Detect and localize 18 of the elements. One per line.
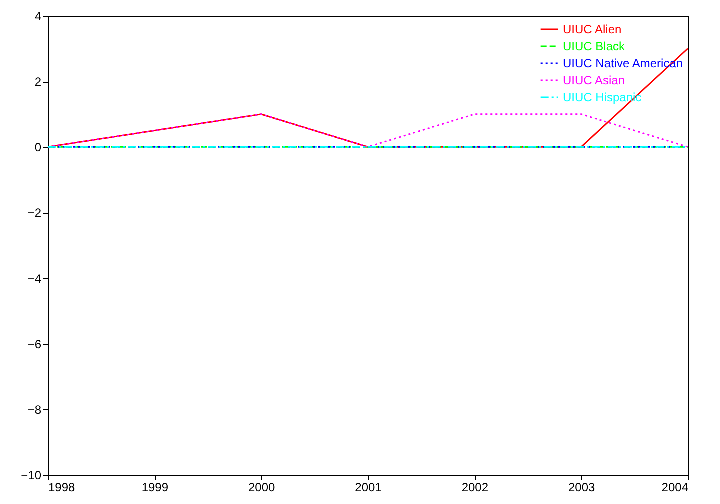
y-tick-label: 2 [34, 75, 42, 90]
x-tick-label: 2001 [355, 480, 382, 494]
y-tick-label: −6 [28, 337, 42, 352]
y-tick-label: −8 [28, 402, 42, 417]
y-tick-label: 4 [34, 10, 42, 24]
y-tick-label: −4 [28, 272, 42, 286]
x-tick-label: 1999 [142, 480, 169, 494]
x-tick-label: 1998 [48, 480, 76, 494]
y-tick-label: −2 [28, 206, 42, 220]
legend-label: UIUC Alien [563, 22, 622, 36]
legend-label: UIUC Asian [563, 74, 626, 88]
x-tick-label: 2000 [248, 480, 276, 494]
legend-label: UIUC Black [563, 40, 626, 54]
x-tick-label: 2004 [662, 480, 689, 494]
x-tick-label: 2003 [568, 480, 596, 494]
y-tick-label: 0 [34, 140, 42, 155]
x-tick-label: 2002 [462, 480, 489, 494]
y-tick-label: −10 [21, 468, 42, 482]
